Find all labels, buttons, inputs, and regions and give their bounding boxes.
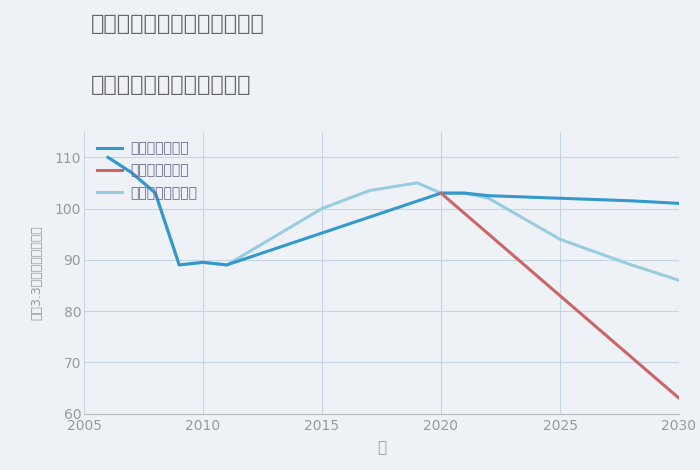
グッドシナリオ — [199, 259, 207, 265]
ノーマルシナリオ — [484, 196, 493, 201]
グッドシナリオ — [104, 155, 112, 160]
グッドシナリオ — [437, 190, 445, 196]
Line: グッドシナリオ: グッドシナリオ — [108, 157, 679, 265]
Line: バッドシナリオ: バッドシナリオ — [441, 193, 679, 398]
Text: 奈良県吉野郡下市町阿知賀の: 奈良県吉野郡下市町阿知賀の — [91, 14, 265, 34]
ノーマルシナリオ — [175, 262, 183, 268]
ノーマルシナリオ — [437, 190, 445, 196]
Y-axis label: 平（3.3㎡）単価（万円）: 平（3.3㎡）単価（万円） — [31, 225, 43, 320]
グッドシナリオ — [484, 193, 493, 198]
ノーマルシナリオ — [461, 190, 469, 196]
ノーマルシナリオ — [199, 259, 207, 265]
ノーマルシナリオ — [413, 180, 421, 186]
ノーマルシナリオ — [223, 262, 231, 268]
グッドシナリオ — [127, 170, 136, 175]
グッドシナリオ — [627, 198, 636, 204]
グッドシナリオ — [175, 262, 183, 268]
X-axis label: 年: 年 — [377, 440, 386, 455]
Line: ノーマルシナリオ: ノーマルシナリオ — [108, 157, 679, 280]
グッドシナリオ — [151, 190, 160, 196]
ノーマルシナリオ — [556, 236, 564, 242]
バッドシナリオ — [675, 395, 683, 401]
ノーマルシナリオ — [675, 277, 683, 283]
バッドシナリオ — [437, 190, 445, 196]
Text: 中古マンションの価格推移: 中古マンションの価格推移 — [91, 75, 251, 95]
ノーマルシナリオ — [318, 206, 326, 212]
グッドシナリオ — [223, 262, 231, 268]
ノーマルシナリオ — [127, 170, 136, 175]
グッドシナリオ — [556, 196, 564, 201]
グッドシナリオ — [675, 201, 683, 206]
ノーマルシナリオ — [627, 262, 636, 268]
ノーマルシナリオ — [365, 188, 374, 193]
ノーマルシナリオ — [151, 190, 160, 196]
ノーマルシナリオ — [104, 155, 112, 160]
グッドシナリオ — [461, 190, 469, 196]
Legend: グッドシナリオ, バッドシナリオ, ノーマルシナリオ: グッドシナリオ, バッドシナリオ, ノーマルシナリオ — [97, 141, 197, 200]
